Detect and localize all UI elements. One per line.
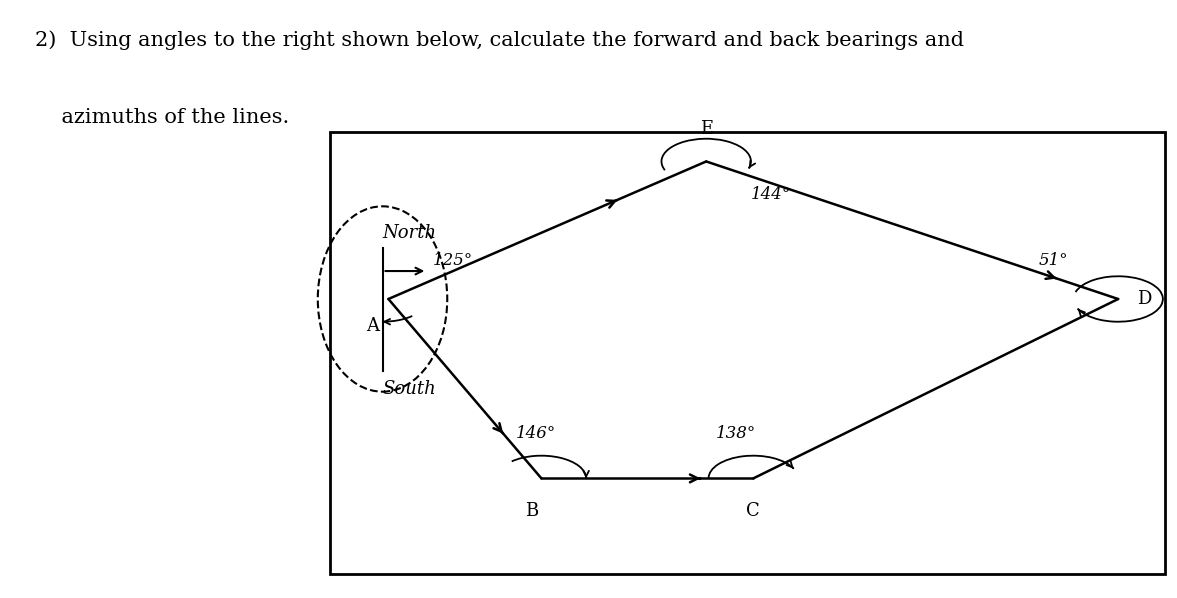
Text: A: A bbox=[366, 317, 380, 335]
Text: 144°: 144° bbox=[751, 186, 791, 203]
Text: 2)  Using angles to the right shown below, calculate the forward and back bearin: 2) Using angles to the right shown below… bbox=[35, 30, 964, 50]
Text: B: B bbox=[525, 502, 539, 520]
Text: 146°: 146° bbox=[516, 425, 556, 442]
Bar bbox=[330, 132, 1165, 574]
Text: South: South bbox=[383, 380, 437, 398]
Text: C: C bbox=[746, 502, 760, 520]
Text: 51°: 51° bbox=[1038, 252, 1069, 269]
Text: 125°: 125° bbox=[433, 252, 473, 269]
Text: North: North bbox=[383, 224, 437, 242]
Text: azimuths of the lines.: azimuths of the lines. bbox=[35, 108, 290, 127]
Text: D: D bbox=[1137, 290, 1151, 308]
Text: E: E bbox=[699, 120, 713, 138]
Text: 138°: 138° bbox=[716, 425, 756, 442]
